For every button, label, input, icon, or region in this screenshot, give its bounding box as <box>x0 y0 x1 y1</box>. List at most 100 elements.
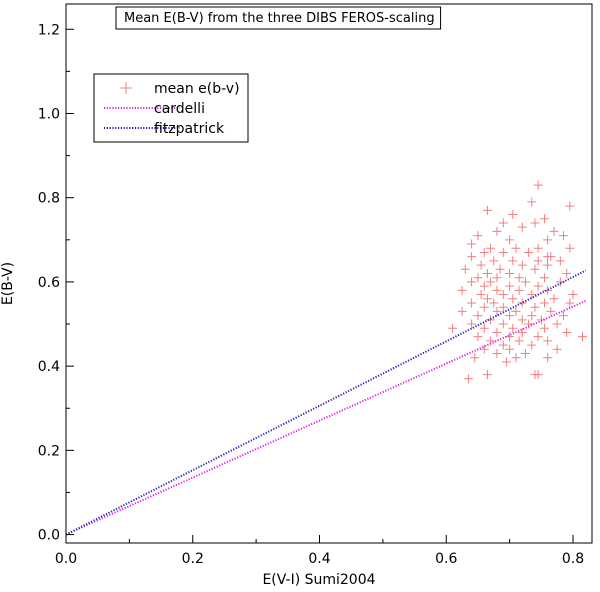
scatter-point <box>508 323 518 333</box>
scatter-point <box>533 243 543 253</box>
scatter-point <box>533 180 543 190</box>
scatter-point <box>467 277 477 287</box>
scatter-point <box>476 290 486 300</box>
plot-frame <box>65 3 593 544</box>
scatter-point <box>498 302 508 312</box>
scatter-point <box>470 353 480 363</box>
legend-label: fitzpatrick <box>154 121 225 137</box>
scatter-point <box>517 298 527 308</box>
scatter-point <box>476 260 486 270</box>
scatter-point <box>473 231 483 241</box>
scatter-point <box>533 281 543 291</box>
scatter-point <box>498 319 508 329</box>
scatter-point <box>495 264 505 274</box>
scatter-point <box>505 281 515 291</box>
y-tick-label: 0.4 <box>38 359 60 375</box>
scatter-point <box>527 290 537 300</box>
scatter-point <box>463 374 473 384</box>
scatter-point <box>498 340 508 350</box>
x-tick-label: 0.4 <box>308 551 330 567</box>
series-line-cardelli <box>65 299 587 536</box>
scatter-point <box>533 256 543 266</box>
legend-box <box>93 73 249 143</box>
axes: 0.0 0.2 0.4 0.6 0.8 0.0 0.2 0.4 0.6 0.8 1.0 1.2 <box>38 3 593 567</box>
scatter-point <box>565 201 575 211</box>
scatter-point <box>517 260 527 270</box>
scatter-point <box>546 306 556 316</box>
title-box <box>115 6 442 30</box>
scatter-point <box>467 319 477 329</box>
scatter-point <box>514 285 524 295</box>
scatter-point <box>457 285 467 295</box>
scatter-point <box>467 252 477 262</box>
scatter-point <box>457 306 467 316</box>
scatter-point <box>527 311 537 321</box>
series-line-fitzpatrick <box>65 269 587 536</box>
scatter-point <box>492 327 502 337</box>
scatter-point <box>549 226 559 236</box>
scatter-point <box>517 327 527 337</box>
y-axis-label: E(B-V) <box>0 262 16 305</box>
scatter-point <box>543 336 553 346</box>
scatter-point <box>492 273 502 283</box>
scatter-point <box>520 349 530 359</box>
scatter-point <box>505 311 515 321</box>
scatter-point <box>473 273 483 283</box>
scatter-point <box>473 311 483 321</box>
scatter-point <box>565 298 575 308</box>
scatter-point <box>552 344 562 354</box>
y-tick-label: 0.8 <box>38 191 60 207</box>
scatter-point <box>479 344 489 354</box>
scatter-point <box>533 332 543 342</box>
scatter-point <box>520 277 530 287</box>
scatter-point <box>543 353 553 363</box>
y-tick-label: 0.2 <box>38 443 60 459</box>
scatter-point <box>562 327 572 337</box>
scatter-point <box>489 298 499 308</box>
scatter-point <box>539 323 549 333</box>
chart-title: Mean E(B-V) from the three DIBS FEROS-sc… <box>115 6 442 30</box>
scatter-point <box>543 260 553 270</box>
scatter-point <box>448 323 458 333</box>
scatter-point <box>492 349 502 359</box>
scatter-point <box>524 247 534 257</box>
y-tick-label: 0.0 <box>38 528 60 544</box>
scatter-point <box>492 306 502 316</box>
scatter-point <box>467 239 477 249</box>
scatter-point <box>552 319 562 329</box>
scatter-point <box>543 285 553 295</box>
x-tick-label: 0.2 <box>182 551 204 567</box>
scatter-point <box>486 315 496 325</box>
scatter-point <box>486 243 496 253</box>
scatter-point <box>539 214 549 224</box>
scatter-point <box>527 197 537 207</box>
scatter-point <box>460 264 470 274</box>
scatter-point <box>498 290 508 300</box>
scatter-point <box>508 256 518 266</box>
scatter-point <box>530 370 540 380</box>
scatter-point <box>479 323 489 333</box>
x-tick-label: 0.6 <box>435 551 457 567</box>
scatter-point <box>530 218 540 228</box>
scatter-point <box>577 332 587 342</box>
scatter-point <box>482 205 492 215</box>
scatter-point <box>473 332 483 342</box>
scatter-point <box>539 273 549 283</box>
legend: mean e(b-v) cardelli fitzpatrick <box>93 73 249 143</box>
y-tick-label: 1.0 <box>38 106 60 122</box>
scatter-point <box>498 218 508 228</box>
scatter-point <box>492 285 502 295</box>
scatter-point <box>568 290 578 300</box>
legend-label: mean e(b-v) <box>154 81 240 97</box>
scatter-point <box>508 210 518 220</box>
scatter-point <box>539 298 549 308</box>
scatter-point <box>558 231 568 241</box>
scatter-point <box>517 222 527 232</box>
scatter-point <box>505 269 515 278</box>
scatter-point <box>514 336 524 346</box>
scatter-point <box>530 264 540 274</box>
scatter-point <box>511 306 521 316</box>
scatter-point <box>511 353 521 363</box>
scatter-point <box>489 256 499 266</box>
